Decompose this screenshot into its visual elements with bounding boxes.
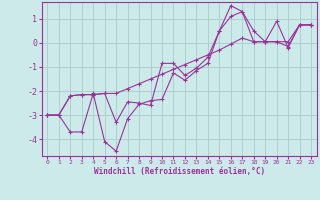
X-axis label: Windchill (Refroidissement éolien,°C): Windchill (Refroidissement éolien,°C) <box>94 167 265 176</box>
